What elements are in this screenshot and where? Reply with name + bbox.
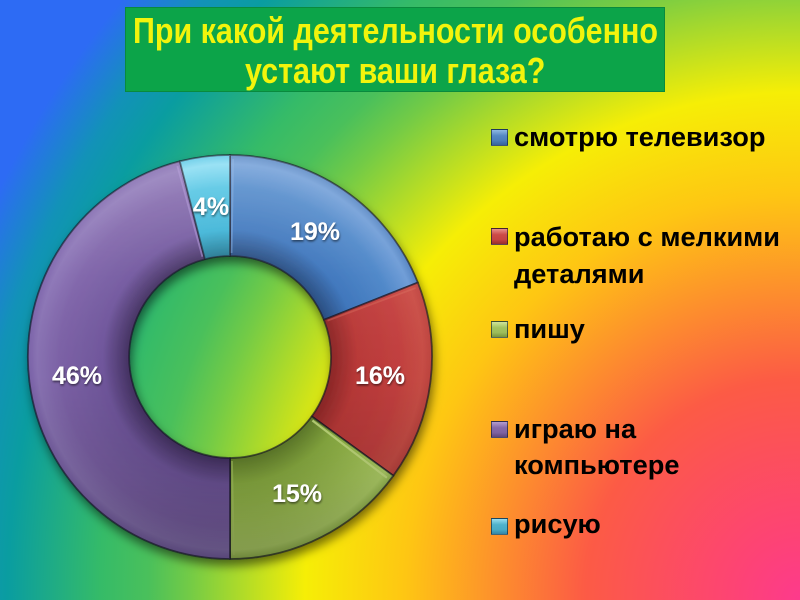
- svg-text:4%: 4%: [193, 193, 229, 221]
- svg-text:15%: 15%: [272, 480, 322, 508]
- svg-text:19%: 19%: [290, 218, 340, 246]
- svg-text:46%: 46%: [52, 362, 102, 390]
- svg-text:16%: 16%: [355, 362, 405, 390]
